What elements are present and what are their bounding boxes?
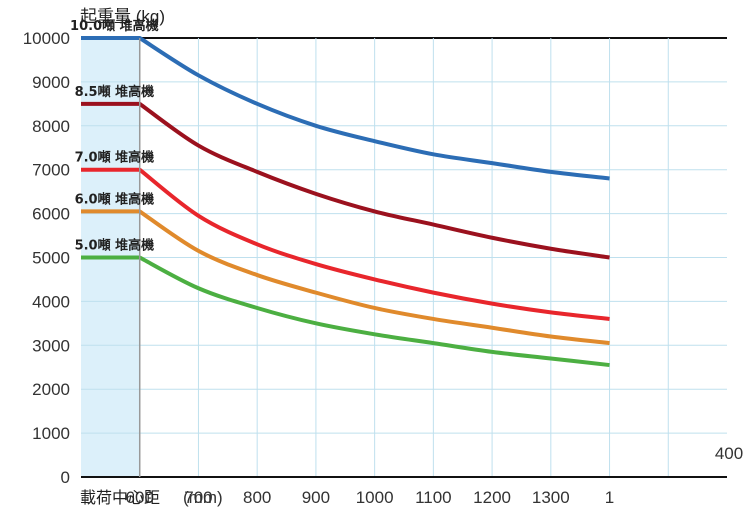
x-tick-label: 1 (605, 488, 614, 507)
y-tick-labels: 0 1000 2000 3000 4000 5000 6000 7000 8000 9000 100… (23, 29, 70, 487)
x-tick-label: 1300 (532, 488, 570, 507)
x-tick-label: 1000 (356, 488, 394, 507)
series-label: 7.0噸 堆高機 (75, 150, 155, 166)
series-labels: 10.0噸 堆高機 8.5噸 堆高機 7.0噸 堆高機 6.0噸 堆高機 5.0噸 堆高… (70, 18, 159, 254)
series-label: 10.0噸 堆高機 (70, 18, 159, 34)
x-tick-label: 600 (126, 488, 154, 507)
series-line (81, 209, 610, 346)
series-line (81, 101, 610, 260)
y-tick-label: 2000 (32, 380, 70, 399)
x-tick-label: 1200 (473, 488, 511, 507)
y-tick-label: 6000 (32, 205, 70, 224)
series-line (81, 255, 610, 368)
x-tick-label-overflow: 400 (715, 444, 743, 463)
series-line (81, 167, 610, 321)
y-tick-label: 10000 (23, 29, 70, 48)
y-tick-label: 7000 (32, 161, 70, 180)
series-label: 6.0噸 堆高機 (75, 191, 155, 207)
y-tick-label: 3000 (32, 336, 70, 355)
x-axis-unit: (mm) (183, 488, 223, 507)
x-tick-label: 700 (184, 488, 212, 507)
y-tick-label: 9000 (32, 73, 70, 92)
series-label: 8.5噸 堆高機 (75, 84, 155, 100)
series-line (81, 36, 610, 181)
x-axis-label: 載荷中心距 (80, 488, 160, 507)
x-tick-label: 800 (243, 488, 271, 507)
y-tick-label: 5000 (32, 249, 70, 268)
y-tick-label: 4000 (32, 292, 70, 311)
y-tick-label: 0 (61, 468, 70, 487)
x-tick-label: 1100 (415, 488, 452, 507)
series-label: 5.0噸 堆高機 (75, 238, 155, 254)
chart-grid (81, 37, 727, 477)
chart-axes (81, 38, 727, 478)
y-axis-label: 起重量 (kg) (80, 7, 165, 26)
y-tick-label: 1000 (32, 424, 70, 443)
y-tick-label: 8000 (32, 117, 70, 136)
series-lines (81, 36, 610, 368)
x-tick-label: 900 (302, 488, 330, 507)
